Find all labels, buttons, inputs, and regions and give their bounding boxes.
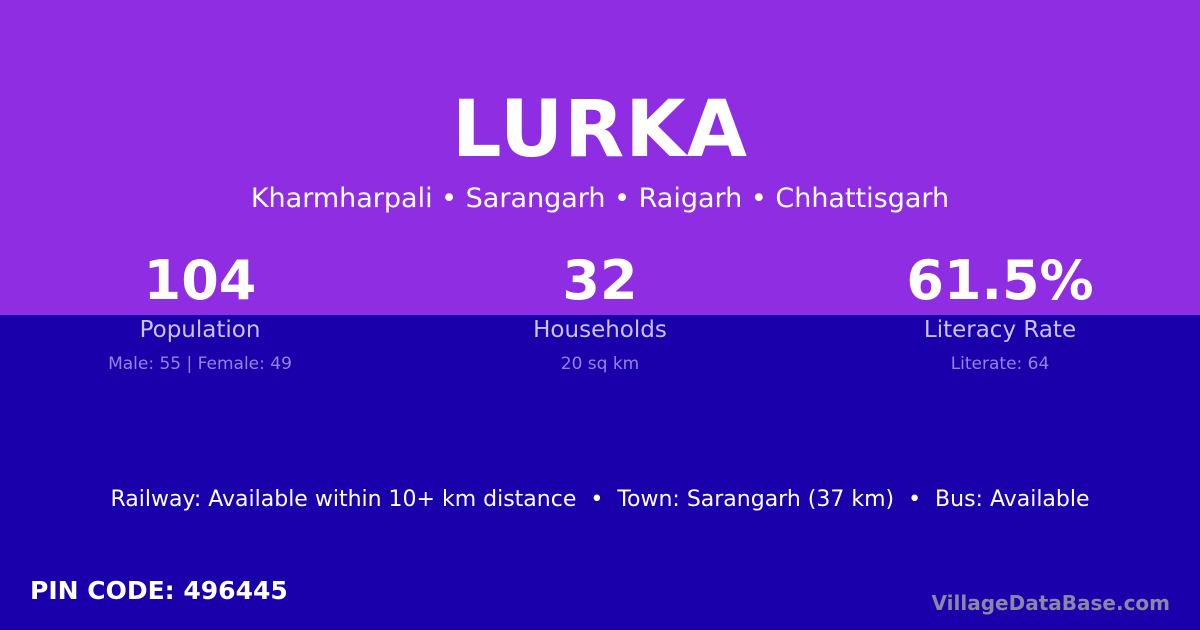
location-breadcrumb: Kharmharpali • Sarangarh • Raigarh • Chh… (250, 183, 950, 214)
stat-value: 32 (562, 249, 638, 312)
stat-label: Households (533, 317, 667, 343)
amenities-line: Railway: Available within 10+ km distanc… (110, 487, 1090, 512)
stat-detail: Literate: 64 (950, 354, 1050, 374)
brand-logo: VillageDataBase.com (931, 591, 1170, 615)
village-name: LURKA (451, 85, 749, 175)
stat-label: Literacy Rate (923, 317, 1077, 343)
stat-detail: 20 sq km (560, 354, 640, 374)
stat-label: Population (139, 317, 261, 343)
pin-code: PIN CODE: 496445 (30, 576, 288, 605)
stat-households: 32 Households 20 sq km (400, 248, 800, 376)
stat-value: 104 (143, 249, 257, 312)
stat-literacy: 61.5% Literacy Rate Literate: 64 (800, 248, 1200, 376)
stat-detail: Male: 55 | Female: 49 (108, 354, 292, 374)
stat-population: 104 Population Male: 55 | Female: 49 (0, 248, 400, 376)
header-band (0, 0, 1200, 315)
stat-value: 61.5% (906, 249, 1094, 312)
